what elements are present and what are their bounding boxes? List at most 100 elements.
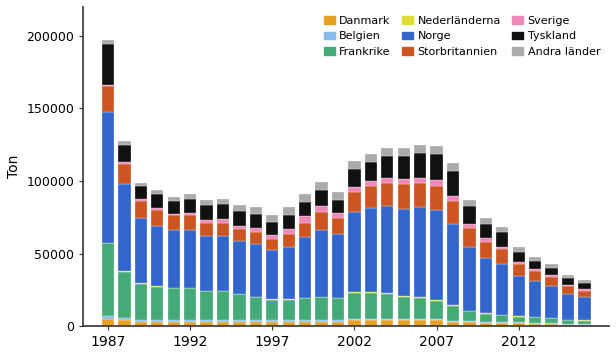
Bar	[118, 272, 131, 318]
Bar	[184, 230, 197, 288]
Bar	[447, 306, 459, 320]
Bar	[562, 324, 574, 325]
Bar	[578, 289, 591, 290]
Bar	[414, 178, 426, 183]
Bar	[118, 164, 131, 184]
Bar	[200, 320, 213, 322]
Bar	[545, 268, 557, 275]
Bar	[463, 228, 476, 247]
Bar	[447, 201, 459, 224]
Bar	[266, 300, 278, 320]
Bar	[151, 322, 163, 326]
Bar	[414, 145, 426, 153]
Bar	[365, 208, 377, 292]
Bar	[463, 311, 476, 321]
Bar	[184, 215, 197, 230]
Bar	[135, 283, 147, 284]
Bar	[480, 224, 492, 239]
Bar	[200, 200, 213, 205]
Bar	[184, 320, 197, 322]
Bar	[233, 225, 246, 229]
Bar	[463, 321, 476, 323]
Bar	[102, 244, 114, 316]
Bar	[102, 112, 114, 243]
Bar	[283, 234, 295, 247]
Bar	[315, 297, 328, 320]
Bar	[217, 291, 229, 320]
Bar	[102, 243, 114, 244]
Bar	[381, 183, 394, 206]
Bar	[513, 316, 525, 323]
Bar	[513, 264, 525, 276]
Bar	[200, 222, 213, 236]
Bar	[283, 247, 295, 299]
Bar	[233, 205, 246, 211]
Bar	[249, 322, 262, 326]
Bar	[480, 313, 492, 314]
Legend: Danmark, Belgien, Frankrike, Nederländerna, Norge, Storbritannien, Sverige, Tysk: Danmark, Belgien, Frankrike, Nederländer…	[320, 12, 604, 60]
Bar	[447, 322, 459, 326]
Bar	[529, 324, 541, 326]
Bar	[381, 148, 394, 156]
Bar	[266, 239, 278, 250]
Bar	[431, 186, 443, 210]
Bar	[562, 276, 574, 278]
Bar	[397, 297, 410, 319]
Bar	[447, 305, 459, 306]
Bar	[135, 320, 147, 322]
Bar	[348, 320, 360, 326]
Bar	[332, 322, 344, 326]
Bar	[102, 316, 114, 319]
Bar	[168, 215, 180, 230]
Bar	[381, 320, 394, 326]
Bar	[135, 201, 147, 218]
Bar	[118, 145, 131, 162]
Bar	[365, 154, 377, 162]
Bar	[513, 323, 525, 326]
Bar	[562, 278, 574, 285]
Bar	[151, 194, 163, 208]
Bar	[233, 211, 246, 225]
Bar	[315, 190, 328, 206]
Bar	[480, 322, 492, 323]
Bar	[332, 320, 344, 322]
Bar	[332, 213, 344, 218]
Bar	[168, 288, 180, 320]
Bar	[102, 86, 114, 112]
Bar	[397, 179, 410, 184]
Bar	[283, 229, 295, 234]
Bar	[266, 222, 278, 235]
Bar	[332, 298, 344, 320]
Bar	[513, 252, 525, 262]
Bar	[431, 300, 443, 302]
Bar	[266, 215, 278, 222]
Bar	[217, 199, 229, 204]
Bar	[414, 183, 426, 208]
Bar	[348, 169, 360, 187]
Bar	[545, 318, 557, 323]
Bar	[315, 182, 328, 190]
Bar	[463, 200, 476, 206]
Bar	[447, 171, 459, 196]
Bar	[463, 247, 476, 311]
Bar	[447, 224, 459, 305]
Bar	[447, 196, 459, 201]
Bar	[348, 319, 360, 320]
Bar	[381, 206, 394, 293]
Bar	[332, 234, 344, 298]
Bar	[283, 300, 295, 320]
Bar	[151, 287, 163, 320]
Bar	[283, 207, 295, 215]
Bar	[184, 194, 197, 199]
Bar	[249, 320, 262, 322]
Bar	[348, 187, 360, 192]
Bar	[299, 237, 311, 298]
Bar	[578, 283, 591, 289]
Bar	[283, 215, 295, 229]
Bar	[545, 275, 557, 277]
Bar	[217, 322, 229, 326]
Bar	[233, 241, 246, 294]
Bar	[496, 250, 508, 264]
Bar	[578, 325, 591, 326]
Bar	[249, 208, 262, 214]
